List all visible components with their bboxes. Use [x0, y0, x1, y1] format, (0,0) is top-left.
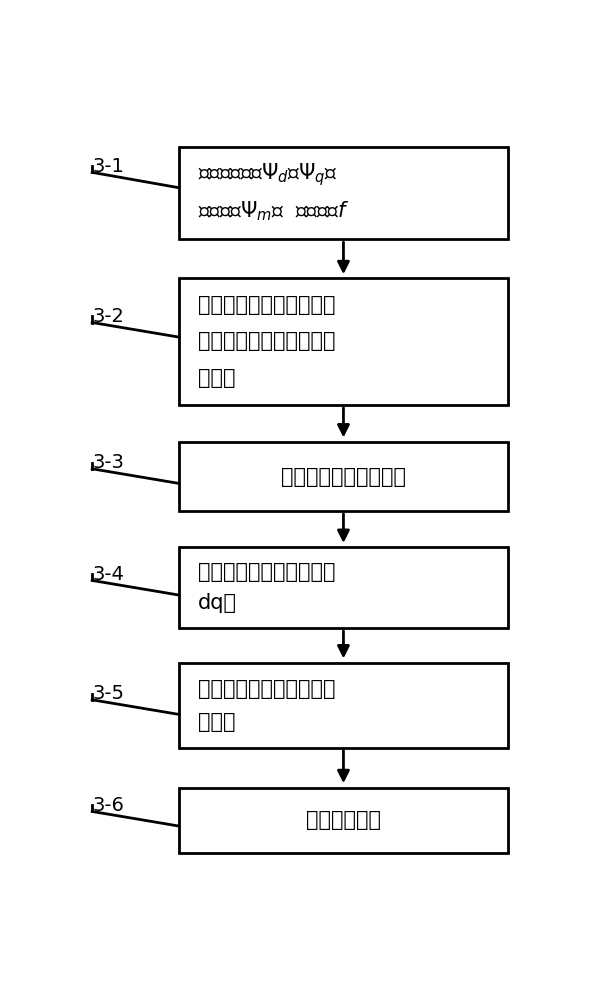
Bar [179, 278, 508, 405]
Text: 数据拟合得到铁损系数: 数据拟合得到铁损系数 [281, 467, 406, 487]
Text: 3-4: 3-4 [92, 565, 124, 584]
Bar [179, 547, 508, 628]
Text: 效电流: 效电流 [198, 712, 235, 732]
Text: 永磁磁链$\Psi_m$，  基波频率$f$: 永磁磁链$\Psi_m$， 基波频率$f$ [198, 200, 349, 223]
Text: 3-5: 3-5 [92, 684, 124, 703]
Bar [179, 147, 508, 239]
Text: 3-3: 3-3 [92, 453, 124, 472]
Text: 结合定子磁链分解铁损至: 结合定子磁链分解铁损至 [198, 562, 335, 582]
Bar [179, 442, 508, 511]
Text: 利用等效电路得到铁损等: 利用等效电路得到铁损等 [198, 679, 335, 699]
Text: 3-6: 3-6 [92, 796, 124, 815]
Text: 输入定子磁链$\Psi_d$与$\Psi_q$，: 输入定子磁链$\Psi_d$与$\Psi_q$， [198, 161, 338, 188]
Text: 在不同的基波频率下分别: 在不同的基波频率下分别 [198, 295, 335, 315]
Text: 进行电机开路与短路有限: 进行电机开路与短路有限 [198, 331, 335, 351]
Text: 元仿真: 元仿真 [198, 368, 235, 388]
Text: dq轴: dq轴 [198, 593, 237, 613]
Bar [179, 663, 508, 748]
Text: 电机损耗模型: 电机损耗模型 [306, 810, 381, 830]
Bar [179, 788, 508, 853]
Text: 3-1: 3-1 [92, 157, 124, 176]
Text: 3-2: 3-2 [92, 307, 124, 326]
